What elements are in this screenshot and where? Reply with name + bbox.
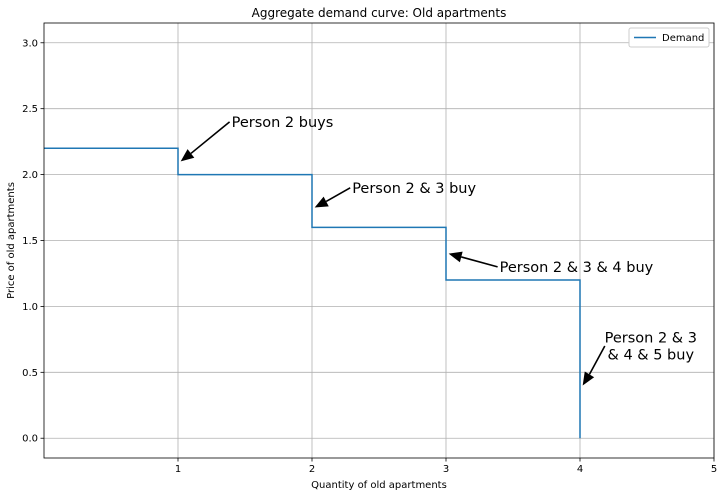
- grid: [44, 23, 715, 458]
- annotation-text: Person 2 & 3 & 4 & 5 buy: [605, 330, 697, 363]
- x-tick-label: 2: [309, 464, 315, 475]
- y-tick-label: 3.0: [22, 38, 38, 49]
- annotation-arrow-head: [180, 149, 195, 162]
- x-axis-ticks: 1 2 3 4 5: [175, 458, 717, 475]
- y-tick-label: 2.0: [22, 170, 38, 181]
- annotation-arrow-head: [314, 196, 329, 208]
- x-axis-label: Quantity of old apartments: [311, 480, 447, 491]
- x-tick-label: 1: [175, 464, 181, 475]
- annotation-arrow-shaft: [461, 256, 498, 268]
- legend-entry-demand: Demand: [662, 33, 704, 44]
- y-axis-label: Price of old apartments: [6, 182, 17, 299]
- series-layer: [44, 147, 581, 439]
- y-tick-label: 0.5: [22, 368, 38, 379]
- y-tick-label: 0.0: [22, 434, 38, 445]
- x-tick-label: 3: [443, 464, 449, 475]
- y-tick-label: 1.5: [22, 236, 38, 247]
- annotation-text: Person 2 & 3 & 4 buy: [500, 260, 654, 276]
- legend: Demand: [628, 27, 710, 48]
- y-tick-label: 1.0: [22, 302, 38, 313]
- chart-title: Aggregate demand curve: Old apartments: [252, 6, 507, 20]
- annotation-arrow-head: [448, 251, 463, 263]
- x-tick-label: 5: [711, 464, 717, 475]
- x-tick-label: 4: [577, 464, 583, 475]
- annotation-arrow-head: [582, 371, 595, 386]
- y-axis-ticks: 0.0 0.5 1.0 1.5 2.0 2.5 3.0: [22, 38, 44, 445]
- annotation-arrow-shaft: [588, 345, 606, 375]
- y-tick-label: 2.5: [22, 104, 38, 115]
- annotation-layer: Person 2 buys Person 2 & 3 buy Person 2 & …: [180, 115, 697, 386]
- annotation-text: Person 2 & 3 buy: [352, 181, 476, 197]
- annotation-arrow-shaft: [325, 187, 351, 203]
- annotation-text: Person 2 buys: [232, 115, 334, 131]
- legend-box: [628, 27, 710, 48]
- demand-step-line: [44, 147, 581, 439]
- annotation-arrow-shaft: [190, 121, 231, 155]
